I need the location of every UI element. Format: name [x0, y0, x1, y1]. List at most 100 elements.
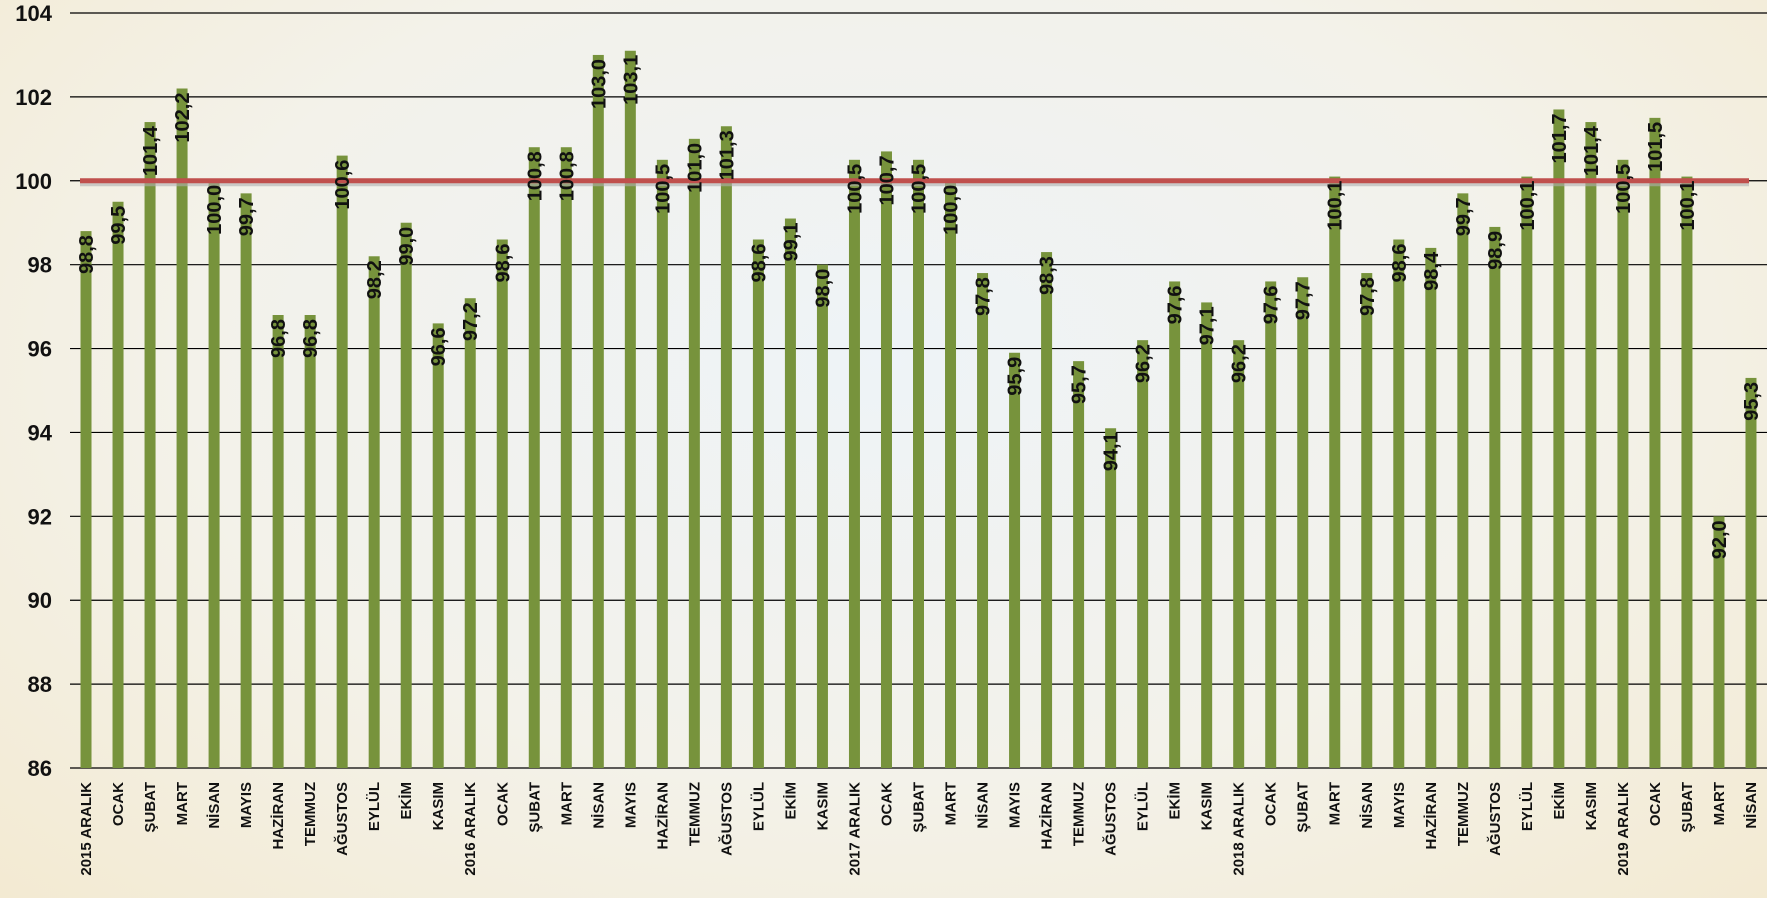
x-tick-label: ŞUBAT: [1679, 782, 1696, 833]
data-label: 101,7: [1549, 113, 1571, 163]
x-tick-label: OCAK: [878, 782, 895, 826]
data-label: 100,5: [844, 164, 866, 214]
bar: [464, 298, 476, 768]
x-tick-label: 2019 ARALIK: [1615, 782, 1632, 876]
data-label: 97,8: [1357, 277, 1379, 316]
bar: [432, 323, 444, 768]
data-label: 103,1: [620, 55, 642, 105]
bar: [1297, 277, 1309, 768]
data-label: 95,9: [1005, 357, 1027, 396]
bar: [336, 155, 348, 769]
data-labels: 98,8 99,5 101,4 102,2 100,0 99,7 96,8 96,8 100,6…: [76, 55, 1763, 560]
x-tick-label: AĞUSTOS: [1102, 782, 1120, 856]
bar: [176, 88, 188, 768]
bar: [720, 126, 732, 768]
data-label: 99,7: [236, 197, 258, 236]
data-label: 102,2: [172, 93, 194, 143]
x-tick-label: NİSAN: [206, 782, 223, 829]
data-label: 100,5: [909, 164, 931, 214]
x-tick-label: EYLÜL: [750, 782, 767, 831]
bar: [304, 315, 316, 768]
data-label: 92,0: [1709, 520, 1731, 559]
data-label: 97,6: [1261, 285, 1283, 324]
bar: [112, 201, 124, 768]
data-label: 98,4: [1421, 251, 1443, 291]
x-tick-label: TEMMUZ: [686, 782, 703, 846]
x-tick-label: NİSAN: [1359, 782, 1376, 829]
data-label: 97,7: [1293, 281, 1315, 320]
bar: [240, 193, 252, 769]
bar: [528, 147, 540, 768]
x-tick-label: 2017 ARALIK: [846, 782, 863, 876]
data-label: 97,2: [460, 302, 482, 341]
bar: [752, 239, 764, 768]
x-tick-label: TEMMUZ: [1071, 782, 1088, 846]
x-tick-label: EKİM: [782, 782, 799, 820]
x-tick-label: EYLÜL: [366, 782, 383, 831]
y-tick-label: 94: [28, 420, 53, 445]
bar: [80, 231, 92, 769]
bar: [816, 264, 828, 768]
data-label: 95,7: [1069, 365, 1091, 404]
x-tick-label: AĞUSTOS: [717, 782, 735, 856]
data-label: 99,1: [780, 223, 802, 262]
data-label: 97,8: [973, 277, 995, 316]
y-tick-label: 92: [28, 504, 52, 529]
data-label: 97,1: [1197, 306, 1219, 345]
bar: [1713, 516, 1725, 768]
x-tick-label: HAZİRAN: [1039, 782, 1056, 850]
data-label: 98,6: [1389, 244, 1411, 283]
x-tick-label: TEMMUZ: [1455, 782, 1472, 846]
bar: [1745, 377, 1757, 768]
bar: [1105, 428, 1117, 768]
data-label: 98,0: [812, 269, 834, 308]
bar: [1137, 340, 1149, 768]
x-tick-label: MART: [174, 782, 191, 825]
x-tick-label: 2015 ARALIK: [78, 782, 95, 876]
bar: [1393, 239, 1405, 768]
data-label: 98,3: [1037, 256, 1059, 295]
x-tick-label: NİSAN: [590, 782, 607, 829]
data-label: 100,1: [1517, 181, 1539, 231]
data-label: 100,5: [652, 164, 674, 214]
bar: [1649, 117, 1661, 769]
x-tick-label: OCAK: [1647, 782, 1664, 826]
y-tick-label: 98: [28, 253, 52, 278]
data-label: 100,0: [204, 185, 226, 235]
bar: [400, 222, 412, 768]
data-label: 100,5: [1613, 164, 1635, 214]
data-label: 101,4: [1581, 125, 1603, 176]
data-label: 99,5: [108, 206, 130, 245]
x-tick-label: HAZİRAN: [1423, 782, 1440, 850]
x-tick-label: ŞUBAT: [911, 782, 928, 833]
x-tick-label: MAYIS: [1391, 782, 1408, 828]
bar: [144, 122, 156, 769]
bar: [208, 180, 220, 768]
data-label: 98,8: [76, 235, 98, 274]
x-tick-label: ŞUBAT: [142, 782, 159, 833]
y-tick-label: 104: [15, 1, 52, 26]
x-tick-label: OCAK: [494, 782, 511, 826]
x-tick-label: MART: [943, 782, 960, 825]
y-tick-label: 86: [28, 756, 52, 781]
bar: [913, 159, 924, 769]
bar: [688, 138, 700, 769]
data-label: 94,1: [1101, 432, 1123, 471]
x-tick-label: KASIM: [1583, 782, 1600, 830]
bar: [1041, 252, 1053, 769]
x-tick-label: KASIM: [814, 782, 831, 830]
bar: [1681, 176, 1693, 769]
x-tick-label: AĞUSTOS: [1486, 782, 1504, 856]
bar: [1233, 340, 1245, 768]
bar: [1329, 176, 1341, 769]
x-tick-label: KASIM: [1199, 782, 1216, 830]
bar: [1489, 226, 1501, 768]
bar: [1265, 281, 1277, 768]
bar: [1361, 273, 1373, 768]
data-label: 96,6: [428, 327, 450, 366]
bar: [656, 159, 668, 769]
bar: [592, 54, 604, 768]
data-label: 100,1: [1325, 181, 1347, 231]
data-label: 100,7: [876, 155, 898, 205]
